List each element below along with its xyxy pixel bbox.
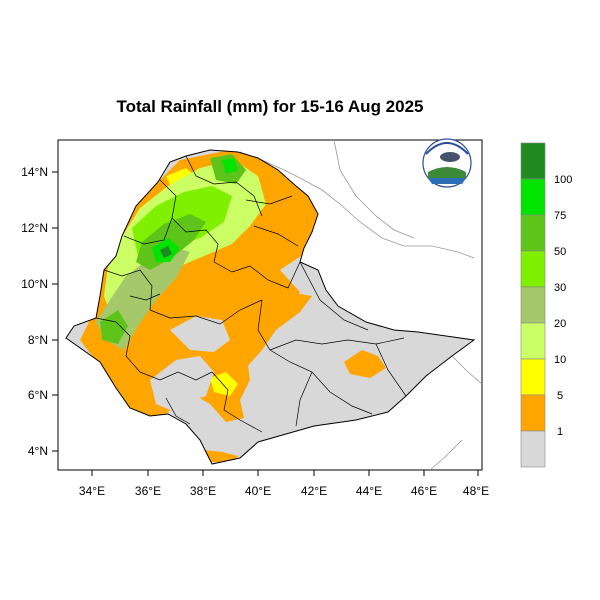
y-tick: 4°N [28, 444, 58, 458]
x-tick-label: 40°E [245, 484, 271, 498]
y-tick-label: 4°N [28, 444, 48, 458]
y-tick-label: 6°N [28, 388, 48, 402]
no-rain-south [150, 356, 214, 410]
colorbar-swatch-20 [520, 286, 546, 324]
rain-zone-100mm [160, 246, 172, 258]
colorbar-label: 75 [554, 210, 566, 222]
colorbar-label: 5 [557, 390, 563, 402]
x-tick-label: 48°E [463, 484, 489, 498]
y-tick-label: 10°N [21, 277, 48, 291]
y-tick: 12°N [21, 221, 58, 235]
colorbar-label: 10 [554, 354, 566, 366]
x-tick: 38°E [190, 470, 216, 498]
national-meteorology-agency-logo [422, 138, 472, 188]
x-tick-label: 42°E [301, 484, 327, 498]
no-rain-central [170, 316, 230, 352]
colorbar-swatch-1 [520, 394, 546, 432]
x-tick: 46°E [411, 470, 437, 498]
colorbar-swatch-50 [520, 214, 546, 252]
colorbar-swatch-100plus [520, 142, 546, 180]
x-tick: 44°E [356, 470, 382, 498]
colorbar-swatch-5 [520, 358, 546, 396]
colorbar-label: 30 [554, 282, 566, 294]
x-tick: 34°E [79, 470, 105, 498]
x-tick: 36°E [135, 470, 161, 498]
x-tick: 40°E [245, 470, 271, 498]
colorbar-swatch-30 [520, 250, 546, 288]
y-tick-label: 14°N [21, 165, 48, 179]
x-tick-label: 36°E [135, 484, 161, 498]
colorbar-label: 20 [554, 318, 566, 330]
y-tick-label: 12°N [21, 221, 48, 235]
y-tick: 14°N [21, 165, 58, 179]
colorbar-legend: 100 75 50 30 20 10 5 1 [520, 142, 572, 468]
colorbar-label: 1 [557, 426, 563, 438]
admin-boundaries [95, 155, 407, 433]
colorbar-label: 100 [554, 174, 572, 186]
rain-zone-1mm-rift [236, 292, 312, 368]
colorbar-swatch-10 [520, 322, 546, 360]
x-tick: 42°E [301, 470, 327, 498]
map-title: Total Rainfall (mm) for 15-16 Aug 2025 [116, 97, 423, 116]
rain-zone-75mm-b [222, 158, 238, 174]
colorbar-label: 50 [554, 246, 566, 258]
rain-zone-1mm-south [204, 450, 238, 462]
colorbar-swatch-0 [520, 430, 546, 468]
rain-zone-50mm-c [100, 310, 128, 344]
y-tick: 6°N [28, 388, 58, 402]
y-axis: 14°N 12°N 10°N 8°N 6°N 4°N [21, 165, 58, 458]
x-tick: 48°E [463, 470, 489, 498]
colorbar-swatch-75 [520, 178, 546, 216]
ethiopia-border [65, 149, 476, 465]
neighbor-borders [239, 139, 483, 471]
x-tick-label: 34°E [79, 484, 105, 498]
rainfall-shading [80, 150, 386, 462]
y-tick: 10°N [21, 277, 58, 291]
y-tick: 8°N [28, 333, 58, 347]
rain-zone-1mm-east [344, 350, 386, 378]
x-tick-label: 38°E [190, 484, 216, 498]
x-tick-label: 44°E [356, 484, 382, 498]
y-tick-label: 8°N [28, 333, 48, 347]
x-axis: 34°E 36°E 38°E 40°E 42°E 44°E 46°E 48°E [79, 470, 489, 498]
x-tick-label: 46°E [411, 484, 437, 498]
